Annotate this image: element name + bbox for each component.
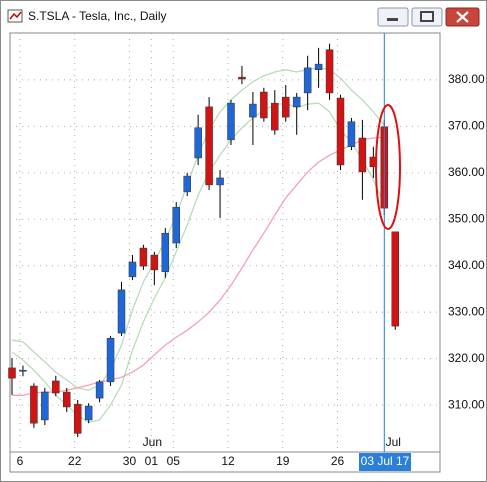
x-tick-label: 12 bbox=[221, 454, 235, 468]
x-tick-label: 22 bbox=[68, 454, 82, 468]
chart: 310.00 320.00 330.00 340.00 350.00 360.00 370.… bbox=[8, 33, 485, 471]
app-icon bbox=[7, 9, 23, 23]
minimize-button[interactable] bbox=[377, 7, 409, 27]
highlight-ellipse bbox=[375, 104, 401, 230]
y-tick-label: 320.00 bbox=[448, 351, 485, 365]
candle-body bbox=[150, 254, 159, 271]
y-tick-label: 370.00 bbox=[448, 119, 485, 133]
candle-body bbox=[391, 231, 399, 327]
candle-body bbox=[63, 391, 71, 408]
candle-body bbox=[249, 103, 257, 118]
candle-body bbox=[73, 403, 82, 434]
x-tick-label: 01 bbox=[145, 454, 159, 468]
candle-body bbox=[84, 405, 93, 421]
candle-body bbox=[227, 102, 235, 141]
x-tick-label: 6 bbox=[17, 454, 24, 468]
y-tick-label: 330.00 bbox=[448, 304, 485, 318]
candle-body bbox=[52, 380, 60, 394]
candle-body bbox=[19, 369, 27, 372]
candle-body bbox=[128, 261, 137, 278]
candle-body bbox=[314, 63, 323, 70]
x-tick-label: 26 bbox=[331, 454, 345, 468]
candle-body bbox=[41, 391, 49, 421]
x-tick-label: 05 bbox=[167, 454, 181, 468]
candle-body bbox=[95, 381, 104, 399]
month-label: Jun bbox=[143, 435, 162, 449]
candle-body bbox=[8, 367, 16, 379]
candle-body bbox=[303, 67, 312, 94]
candle-body bbox=[205, 106, 213, 186]
indicator-line bbox=[12, 136, 385, 396]
close-button[interactable] bbox=[445, 7, 480, 27]
y-tick-label: 380.00 bbox=[448, 72, 485, 86]
window-title: S.TSLA - Tesla, Inc., Daily bbox=[28, 9, 167, 23]
candle-body bbox=[172, 206, 180, 244]
maximize-button[interactable] bbox=[411, 7, 443, 27]
candle-body bbox=[117, 289, 126, 334]
candle-body bbox=[271, 102, 279, 131]
candle-body bbox=[282, 96, 290, 118]
candle-body bbox=[358, 137, 367, 173]
candle-body bbox=[139, 247, 148, 267]
x-tick-label: 19 bbox=[276, 454, 290, 468]
y-tick-label: 340.00 bbox=[448, 258, 485, 272]
y-tick-label: 310.00 bbox=[448, 397, 485, 411]
candle-body bbox=[194, 127, 202, 159]
candle-body bbox=[216, 177, 224, 186]
candle-body bbox=[161, 232, 170, 273]
y-tick-label: 350.00 bbox=[448, 211, 485, 225]
cursor-label: 03 Jul 17 bbox=[361, 454, 410, 468]
plot-area bbox=[9, 32, 441, 453]
candle-body bbox=[260, 91, 268, 119]
candle-body bbox=[30, 385, 38, 424]
candle-body bbox=[183, 175, 191, 193]
candle-body bbox=[336, 97, 345, 166]
candle-body bbox=[347, 121, 356, 148]
month-label: Jul bbox=[386, 435, 401, 449]
cursor-label-bg bbox=[359, 453, 411, 471]
y-tick-label: 360.00 bbox=[448, 165, 485, 179]
candle-body bbox=[292, 96, 301, 108]
candle-body bbox=[325, 49, 334, 94]
candle-body bbox=[106, 337, 115, 383]
x-tick-label: 30 bbox=[123, 454, 137, 468]
x-axis bbox=[9, 451, 441, 473]
candle-body bbox=[238, 76, 246, 80]
